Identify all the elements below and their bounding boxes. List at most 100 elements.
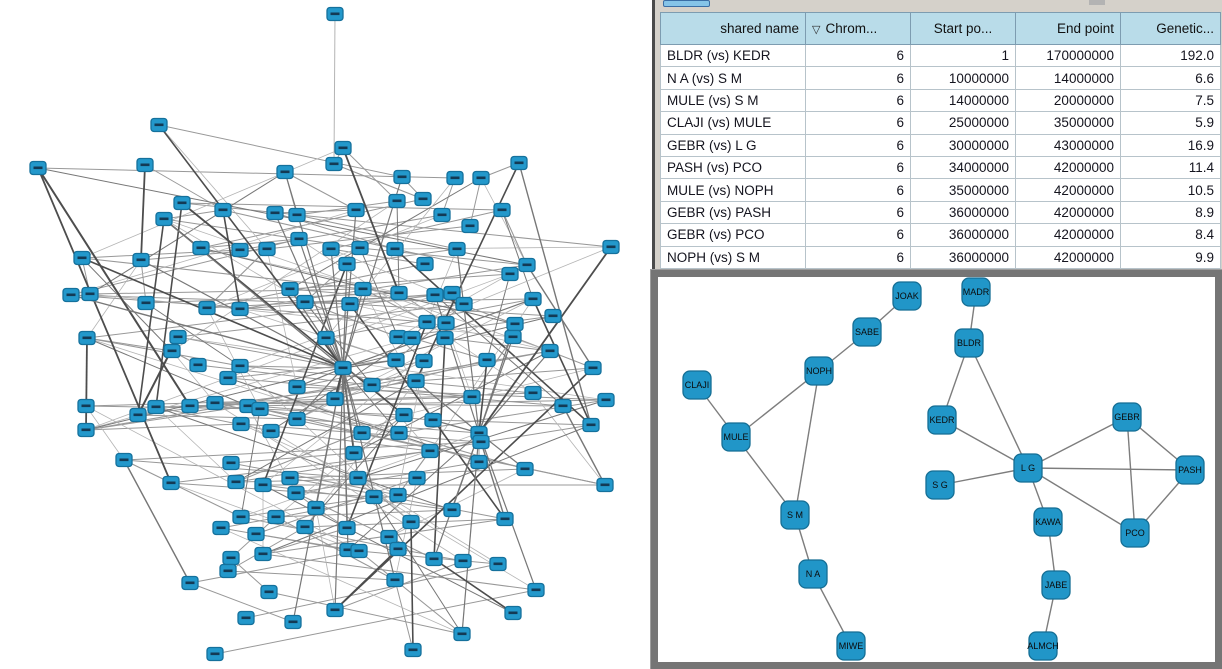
- cell-genetic[interactable]: 8.9: [1120, 200, 1221, 225]
- node-s-m[interactable]: [780, 500, 810, 530]
- table-row[interactable]: CLAJI (vs) MULE 6 25000000 35000000 5.9: [660, 111, 1221, 135]
- table-row[interactable]: GEBR (vs) PCO 6 36000000 42000000 8.4: [660, 223, 1221, 247]
- table-row[interactable]: NOPH (vs) S M 6 36000000 42000000 9.9: [660, 245, 1221, 269]
- table-row[interactable]: PASH (vs) PCO 6 34000000 42000000 11.4: [660, 155, 1221, 180]
- table-row[interactable]: N A (vs) S M 6 10000000 14000000 6.6: [660, 66, 1221, 90]
- table-row[interactable]: MULE (vs) NOPH 6 35000000 42000000 10.5: [660, 178, 1221, 202]
- cell-end_point[interactable]: 20000000: [1015, 88, 1121, 113]
- cell-chromosome[interactable]: 6: [805, 88, 911, 113]
- node-kawa[interactable]: [1033, 507, 1063, 537]
- table-row[interactable]: GEBR (vs) L G 6 30000000 43000000 16.9: [660, 133, 1221, 157]
- table-row[interactable]: MULE (vs) S M 6 14000000 20000000 7.5: [660, 88, 1221, 113]
- node-bldr[interactable]: [954, 328, 984, 358]
- cell-start_point[interactable]: 14000000: [910, 88, 1016, 113]
- cell-genetic[interactable]: 6.6: [1120, 66, 1221, 90]
- cell-shared_name[interactable]: NOPH (vs) S M: [660, 245, 806, 269]
- cell-genetic[interactable]: 7.5: [1120, 88, 1221, 113]
- column-header-start_point[interactable]: Start po...: [910, 12, 1016, 45]
- cell-end_point[interactable]: 42000000: [1015, 223, 1121, 247]
- cell-chromosome[interactable]: 6: [805, 66, 911, 90]
- cell-start_point[interactable]: 36000000: [910, 223, 1016, 247]
- node-mule[interactable]: [721, 422, 751, 452]
- cell-shared_name[interactable]: BLDR (vs) KEDR: [660, 43, 806, 68]
- cell-start_point[interactable]: 35000000: [910, 178, 1016, 202]
- cell-shared_name[interactable]: GEBR (vs) PCO: [660, 223, 806, 247]
- network-edge: [123, 459, 191, 584]
- node-n-a[interactable]: [798, 559, 828, 589]
- node-noph[interactable]: [804, 356, 834, 386]
- cell-end_point[interactable]: 42000000: [1015, 155, 1121, 180]
- cell-end_point[interactable]: 35000000: [1015, 111, 1121, 135]
- cell-chromosome[interactable]: 6: [805, 245, 911, 269]
- network-edge: [171, 350, 216, 404]
- node-pash[interactable]: [1175, 455, 1205, 485]
- column-header-genetic[interactable]: Genetic...: [1120, 12, 1221, 45]
- node-almch[interactable]: [1028, 631, 1058, 661]
- scrollbar-stub[interactable]: [1089, 0, 1105, 5]
- cell-chromosome[interactable]: 6: [805, 133, 911, 157]
- cell-end_point[interactable]: 42000000: [1015, 245, 1121, 269]
- network-edge: [394, 248, 592, 426]
- node-gebr[interactable]: [1112, 402, 1142, 432]
- column-header-shared_name[interactable]: shared name: [660, 12, 806, 45]
- cell-start_point[interactable]: 36000000: [910, 200, 1016, 225]
- node-madr[interactable]: [961, 277, 991, 307]
- node-kedr[interactable]: [927, 405, 957, 435]
- cell-start_point[interactable]: 25000000: [910, 111, 1016, 135]
- node-miwe[interactable]: [836, 631, 866, 661]
- cell-start_point[interactable]: 34000000: [910, 155, 1016, 180]
- cell-shared_name[interactable]: GEBR (vs) L G: [660, 133, 806, 157]
- cell-end_point[interactable]: 14000000: [1015, 66, 1121, 90]
- node-s-g[interactable]: [925, 470, 955, 500]
- cell-shared_name[interactable]: N A (vs) S M: [660, 66, 806, 90]
- cell-chromosome[interactable]: 6: [805, 155, 911, 180]
- cell-end_point[interactable]: 42000000: [1015, 178, 1121, 202]
- cell-chromosome[interactable]: 6: [805, 43, 911, 68]
- cell-shared_name[interactable]: MULE (vs) S M: [660, 88, 806, 113]
- cell-start_point[interactable]: 10000000: [910, 66, 1016, 90]
- column-header-end_point[interactable]: End point: [1015, 12, 1121, 45]
- node-claji[interactable]: [682, 370, 712, 400]
- node-joak[interactable]: [892, 281, 922, 311]
- panel-tab[interactable]: [663, 0, 710, 7]
- network-edge: [85, 405, 261, 410]
- table-row[interactable]: BLDR (vs) KEDR 6 1 170000000 192.0: [660, 43, 1221, 68]
- node-label-smudge: [166, 481, 176, 485]
- cell-end_point[interactable]: 170000000: [1015, 43, 1121, 68]
- cell-chromosome[interactable]: 6: [805, 223, 911, 247]
- cell-genetic[interactable]: 16.9: [1120, 133, 1221, 157]
- overview-network-canvas[interactable]: [0, 0, 652, 669]
- node-label-smudge: [394, 431, 404, 435]
- node-l-g[interactable]: [1013, 453, 1043, 483]
- cell-shared_name[interactable]: PASH (vs) PCO: [660, 155, 806, 180]
- cell-genetic[interactable]: 10.5: [1120, 178, 1221, 202]
- node-jabe[interactable]: [1041, 570, 1071, 600]
- cell-genetic[interactable]: 9.9: [1120, 245, 1221, 269]
- node-pco[interactable]: [1120, 518, 1150, 548]
- cell-genetic[interactable]: 8.4: [1120, 223, 1221, 247]
- cell-chromosome[interactable]: 6: [805, 178, 911, 202]
- node-label-smudge: [345, 302, 355, 306]
- cell-shared_name[interactable]: GEBR (vs) PASH: [660, 200, 806, 225]
- cell-genetic[interactable]: 11.4: [1120, 155, 1221, 180]
- cell-end_point[interactable]: 43000000: [1015, 133, 1121, 157]
- cell-start_point[interactable]: 30000000: [910, 133, 1016, 157]
- network-edge: [255, 477, 418, 535]
- cell-shared_name[interactable]: MULE (vs) NOPH: [660, 178, 806, 202]
- node-sabe[interactable]: [852, 317, 882, 347]
- cell-end_point[interactable]: 42000000: [1015, 200, 1121, 225]
- node-label-smudge: [223, 376, 233, 380]
- cell-start_point[interactable]: 36000000: [910, 245, 1016, 269]
- network-edge: [220, 527, 463, 635]
- cell-genetic[interactable]: 5.9: [1120, 111, 1221, 135]
- cell-genetic[interactable]: 192.0: [1120, 43, 1221, 68]
- node-label-smudge: [223, 569, 233, 573]
- cell-chromosome[interactable]: 6: [805, 200, 911, 225]
- cell-chromosome[interactable]: 6: [805, 111, 911, 135]
- column-header-chromosome[interactable]: ▽ Chrom...: [805, 12, 911, 45]
- cell-shared_name[interactable]: CLAJI (vs) MULE: [660, 111, 806, 135]
- node-label-smudge: [326, 247, 336, 251]
- cell-start_point[interactable]: 1: [910, 43, 1016, 68]
- table-row[interactable]: GEBR (vs) PASH 6 36000000 42000000 8.9: [660, 200, 1221, 225]
